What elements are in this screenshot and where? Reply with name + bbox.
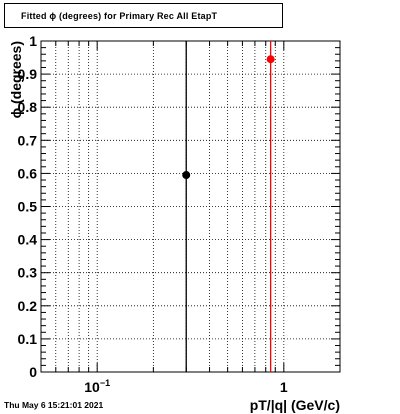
x-tick-label: 10−1 [84,378,110,395]
chart-title: Fitted ϕ (degrees) for Primary Rec All E… [21,10,218,21]
data-series [182,41,275,372]
y-tick-label: 0.1 [18,331,38,347]
y-tick-label: 0.7 [18,132,38,148]
grid [41,41,340,372]
y-tick-label: 0 [29,364,37,380]
timestamp: Thu May 6 15:21:01 2021 [4,400,104,410]
axis-ticks [41,40,340,373]
y-axis-title: ϕ (degrees) [8,41,24,118]
y-tick-label: 0.3 [18,265,38,281]
series-1-point [266,55,275,64]
y-tick-labels: 0 0.1 0.2 0.3 0.4 0.5 0.6 0.7 0.8 0.9 1 [18,33,38,380]
x-tick-label: 1 [280,379,288,395]
y-tick-label: 0.4 [18,232,38,248]
y-tick-label: 0.6 [18,165,38,181]
x-axis-title: pT/|q| (GeV/c) [250,397,340,413]
y-tick-label: 0.5 [18,199,38,215]
series-0-point [182,171,191,180]
y-tick-label: 0.9 [18,66,38,82]
plot-frame [40,40,341,373]
y-tick-label: 1 [29,33,37,49]
x-tick-labels: 10−1 1 [84,378,288,395]
chart-title-box: Fitted ϕ (degrees) for Primary Rec All E… [4,3,283,28]
y-tick-label: 0.8 [18,99,38,115]
y-tick-label: 0.2 [18,298,38,314]
